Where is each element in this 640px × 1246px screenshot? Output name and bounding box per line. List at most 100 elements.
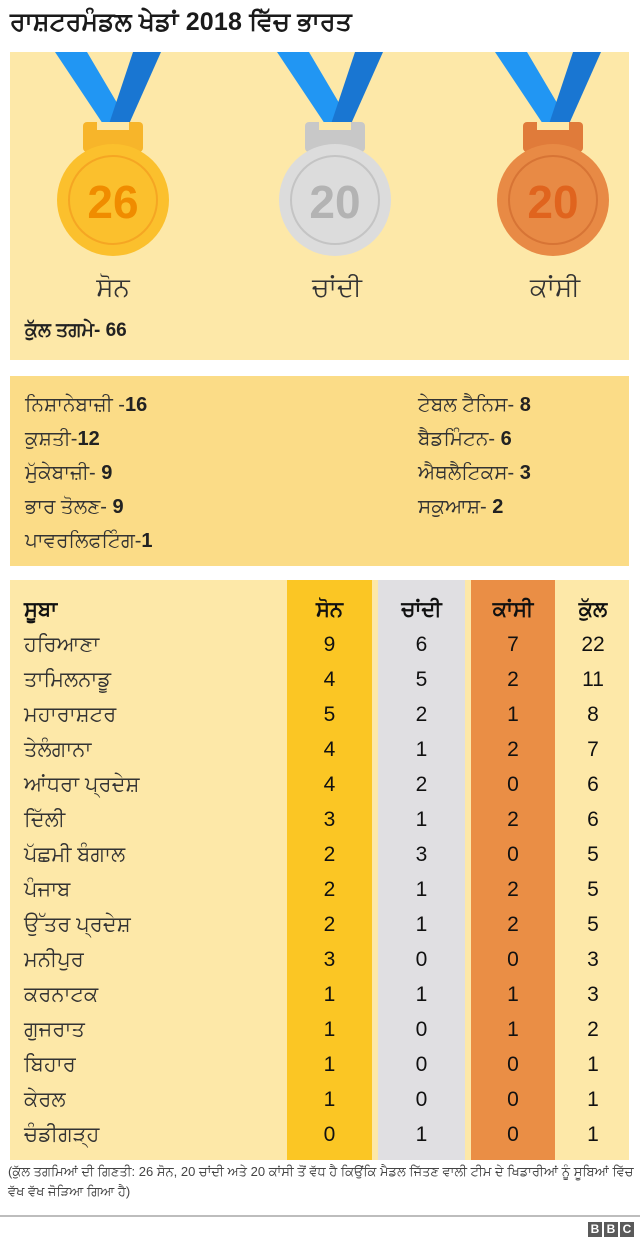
table-row: ਹਰਿਆਣਾ 9 6 7 22 [10, 627, 629, 662]
state-name: ਹਰਿਆਣਾ [24, 633, 100, 656]
state-name: ਬਿਹਾਰ [24, 1053, 76, 1076]
state-name: ਤਾਮਿਲਨਾਡੂ [24, 668, 112, 691]
bbc-logo-letter: B [604, 1222, 618, 1237]
bronze-count: 2 [507, 878, 519, 901]
gold-count: 0 [323, 1123, 336, 1146]
bronze-count: 1 [507, 703, 519, 726]
gold-count: 3 [323, 808, 336, 831]
sport-item: ਕੁਸ਼ਤੀ-12 [25, 428, 100, 450]
table-row: ਦਿੱਲੀ 3 1 2 6 [10, 802, 629, 837]
table-row: ਗੁਜਰਾਤ 1 0 1 2 [10, 1012, 629, 1047]
bbc-logo-letter: C [620, 1222, 634, 1237]
bronze-count: 2 [507, 913, 519, 936]
state-name: ਪੰਜਾਬ [24, 878, 71, 901]
footnote: (ਕੁੱਲ ਤਗਮਿਆਂ ਦੀ ਗਿਣਤੀ: 26 ਸੋਨ, 20 ਚਾਂਦੀ … [8, 1164, 634, 1199]
silver-count: 0 [415, 1088, 428, 1111]
sport-item: ਨਿਸ਼ਾਨੇਬਾਜ਼ੀ -16 [25, 394, 148, 416]
gold-count: 1 [323, 1088, 336, 1111]
gold-medal-icon: 26 [55, 52, 169, 256]
gold-count: 4 [323, 668, 336, 691]
silver-count: 1 [415, 738, 428, 761]
state-name: ਆਂਧਰਾ ਪ੍ਰਦੇਸ਼ [24, 773, 140, 796]
bronze-count: 0 [507, 1053, 519, 1076]
state-medal-table: ਸੂਬਾ ਸੋਨ ਚਾਂਦੀ ਕਾਂਸੀ ਕੁੱਲ ਹਰਿਆਣਾ 9 6 7 2… [10, 580, 629, 1160]
total-count: 8 [587, 703, 599, 726]
state-name: ਪੱਛਮੀ ਬੰਗਾਲ [24, 843, 126, 866]
total-count: 3 [587, 983, 599, 1006]
table-row: ਉੱਤਰ ਪ੍ਰਦੇਸ਼ 2 1 2 5 [10, 907, 629, 942]
silver-count: 3 [415, 843, 428, 866]
bronze-count: 2 [507, 738, 519, 761]
state-name: ਚੰਡੀਗੜ੍ਹ [24, 1123, 100, 1146]
header-silver: ਚਾਂਦੀ [401, 598, 442, 621]
table-row: ਪੰਜਾਬ 2 1 2 5 [10, 872, 629, 907]
state-name: ਦਿੱਲੀ [24, 808, 66, 831]
state-name: ਕਰਨਾਟਕ [24, 983, 99, 1006]
gold-count: 1 [323, 1053, 336, 1076]
gold-count: 1 [323, 983, 336, 1006]
silver-count: 2 [415, 773, 428, 796]
header-bronze: ਕਾਂਸੀ [492, 598, 534, 621]
gold-count: 2 [323, 878, 336, 901]
gold-count: 1 [323, 1018, 336, 1041]
sport-item: ਸਕੁਆਸ਼- 2 [418, 496, 504, 518]
header-total: ਕੁੱਲ [578, 598, 608, 621]
footer-divider [0, 1215, 640, 1217]
gold-column-bg [287, 580, 372, 1160]
silver-column-bg [378, 580, 465, 1160]
state-name: ਤੇਲੰਗਾਨਾ [24, 738, 92, 761]
gold-count: 2 [323, 913, 336, 936]
bronze-count: 7 [507, 633, 519, 656]
table-row: ਆਂਧਰਾ ਪ੍ਰਦੇਸ਼ 4 2 0 6 [10, 767, 629, 802]
bronze-column-bg [471, 580, 555, 1160]
table-row: ਬਿਹਾਰ 1 0 0 1 [10, 1047, 629, 1082]
silver-count: 0 [415, 948, 428, 971]
table-row: ਕਰਨਾਟਕ 1 1 1 3 [10, 977, 629, 1012]
total-count: 5 [587, 843, 599, 866]
svg-text:20: 20 [527, 176, 578, 228]
silver-medal: 20 ਚਾਂਦੀ [257, 52, 417, 352]
state-name: ਕੇਰਲ [24, 1088, 66, 1111]
bronze-count: 1 [507, 1018, 519, 1041]
bronze-count: 0 [507, 773, 519, 796]
svg-text:26: 26 [87, 176, 138, 228]
silver-count: 1 [415, 878, 428, 901]
table-row: ਤਾਮਿਲਨਾਡੂ 4 5 2 11 [10, 662, 629, 697]
total-count: 6 [587, 773, 599, 796]
silver-label: ਚਾਂਦੀ [312, 272, 362, 302]
state-name: ਗੁਜਰਾਤ [24, 1018, 85, 1041]
gold-medal: 26 ਸੋਨ [35, 52, 195, 352]
gold-count: 3 [323, 948, 336, 971]
state-name: ਮਨੀਪੁਰ [24, 948, 84, 971]
sport-item: ਟੇਬਲ ਟੈਨਿਸ- 8 [418, 394, 531, 416]
table-header: ਸੂਬਾ ਸੋਨ ਚਾਂਦੀ ਕਾਂਸੀ ਕੁੱਲ [10, 592, 629, 627]
silver-count: 1 [415, 913, 428, 936]
silver-count: 6 [415, 633, 428, 656]
silver-count: 1 [415, 983, 428, 1006]
page-title: ਰਾਸ਼ਟਰਮੰਡਲ ਖੇਡਾਂ 2018 ਵਿੱਚ ਭਾਰਤ [10, 8, 352, 36]
bbc-logo: B B C [588, 1222, 634, 1237]
table-row: ਤੇਲੰਗਾਨਾ 4 1 2 7 [10, 732, 629, 767]
total-count: 2 [587, 1018, 599, 1041]
gold-count: 4 [323, 738, 336, 761]
bronze-count: 0 [507, 948, 519, 971]
silver-count: 1 [415, 1123, 428, 1146]
medal-summary-panel: 26 ਸੋਨ 20 ਚਾਂਦੀ 20 ਕਾਂਸੀ ਕੁੱਲ ਤਗਮੇ- 66 [10, 52, 629, 360]
total-count: 5 [587, 878, 599, 901]
table-row: ਮਨੀਪੁਰ 3 0 0 3 [10, 942, 629, 977]
total-count: 3 [587, 948, 599, 971]
silver-medal-icon: 20 [277, 52, 391, 256]
bronze-count: 0 [507, 843, 519, 866]
gold-label: ਸੋਨ [96, 272, 130, 302]
gold-count: 5 [323, 703, 336, 726]
state-name: ਮਹਾਰਾਸ਼ਟਰ [24, 703, 117, 726]
bronze-medal-icon: 20 [495, 52, 609, 256]
silver-count: 1 [415, 808, 428, 831]
sport-item: ਪਾਵਰਲਿਫਟਿੰਗ-1 [25, 530, 153, 552]
silver-count: 2 [415, 703, 428, 726]
sports-panel: ਨਿਸ਼ਾਨੇਬਾਜ਼ੀ -16 ਕੁਸ਼ਤੀ-12 ਮੁੱਕੇਬਾਜ਼ੀ- 9… [10, 376, 629, 566]
total-count: 1 [587, 1088, 599, 1111]
table-row: ਕੇਰਲ 1 0 0 1 [10, 1082, 629, 1117]
bronze-label: ਕਾਂਸੀ [529, 272, 581, 302]
total-count: 22 [581, 633, 605, 656]
